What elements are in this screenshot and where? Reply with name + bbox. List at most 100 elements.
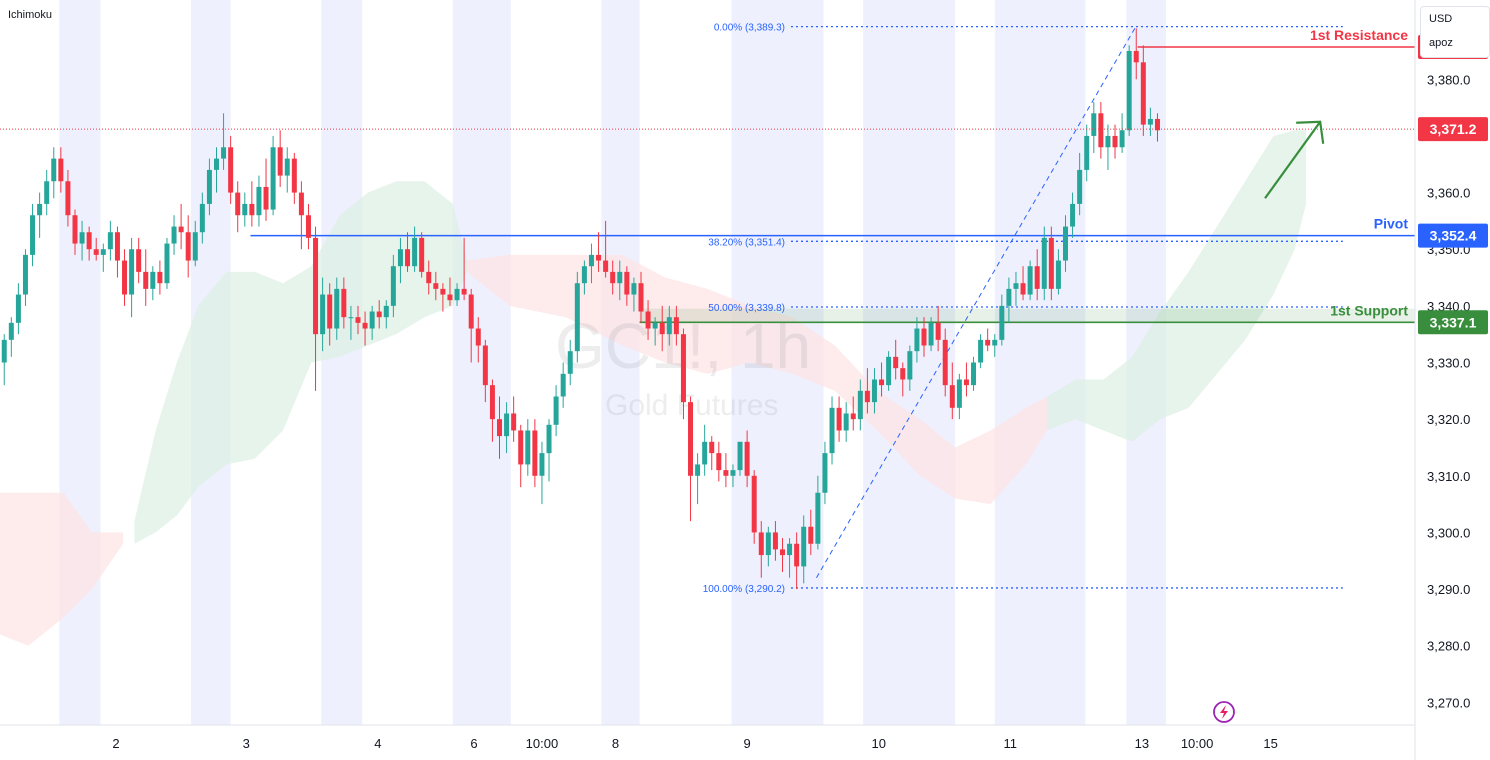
candle bbox=[716, 441, 722, 482]
candle bbox=[751, 470, 757, 544]
price-tick-label: 3,380.0 bbox=[1427, 72, 1470, 87]
trend-line[interactable] bbox=[816, 28, 1136, 578]
price-tick-label: 3,300.0 bbox=[1427, 525, 1470, 540]
level-label: Pivot bbox=[1374, 216, 1409, 232]
candle-body bbox=[751, 475, 757, 533]
candle-body bbox=[1006, 288, 1012, 306]
candle bbox=[348, 305, 354, 340]
candle-body bbox=[51, 158, 57, 182]
candle bbox=[1027, 260, 1033, 301]
price-axis[interactable]: 3,390.03,380.03,360.03,350.03,340.03,330… bbox=[1414, 0, 1470, 760]
price-tick-label: 3,340.0 bbox=[1427, 299, 1470, 314]
candle bbox=[638, 271, 644, 323]
candle-body bbox=[532, 430, 538, 476]
candle bbox=[673, 305, 679, 346]
candle-body bbox=[525, 430, 531, 465]
time-tick-label: 2 bbox=[112, 736, 119, 751]
candle bbox=[829, 396, 835, 465]
candle-body bbox=[270, 147, 276, 210]
candle bbox=[164, 237, 170, 289]
candle-body bbox=[1020, 283, 1026, 295]
candle-body bbox=[440, 288, 446, 295]
candle-body bbox=[956, 379, 962, 408]
candle-body bbox=[143, 271, 149, 289]
candle-body bbox=[419, 237, 425, 272]
candle-body bbox=[454, 288, 460, 301]
currency-selector[interactable]: USD apoz bbox=[1420, 6, 1490, 58]
candle bbox=[1112, 124, 1118, 159]
candle bbox=[93, 237, 99, 261]
candle bbox=[1084, 124, 1090, 182]
indicator-label[interactable]: Ichimoku bbox=[8, 9, 53, 21]
candle-body bbox=[645, 311, 651, 329]
candle bbox=[518, 424, 524, 488]
candle bbox=[779, 538, 785, 573]
candle-body bbox=[631, 283, 637, 295]
candle-body bbox=[22, 254, 28, 295]
candle bbox=[1154, 113, 1160, 142]
candle-body bbox=[348, 317, 354, 319]
candle-body bbox=[673, 317, 679, 335]
lightning-icon[interactable] bbox=[1213, 701, 1235, 723]
price-tag-box bbox=[1418, 310, 1488, 335]
candle-body bbox=[249, 203, 255, 216]
candle-body bbox=[157, 271, 163, 284]
candle-body bbox=[1027, 266, 1033, 295]
candle bbox=[468, 288, 474, 363]
ichimoku-cloud bbox=[0, 130, 1307, 646]
candle bbox=[1077, 152, 1083, 216]
candle-body bbox=[206, 169, 212, 204]
bullish-arrow[interactable] bbox=[1264, 120, 1325, 199]
candle bbox=[461, 237, 467, 301]
candle-body bbox=[30, 215, 36, 255]
candle-body bbox=[1098, 113, 1104, 148]
candle-body bbox=[666, 317, 672, 335]
candle bbox=[857, 379, 863, 431]
candle bbox=[624, 266, 630, 306]
candle bbox=[822, 441, 828, 505]
candle bbox=[801, 515, 807, 584]
candle bbox=[666, 305, 672, 346]
price-tick-label: 3,360.0 bbox=[1427, 186, 1470, 201]
candle-body bbox=[320, 294, 326, 335]
candle bbox=[985, 328, 991, 352]
cloud-bullish bbox=[134, 181, 467, 544]
candle-body bbox=[574, 283, 580, 352]
candle-body bbox=[355, 317, 361, 323]
time-axis[interactable]: 2 3 4 6 10:00 8 9 10 11 13 10:00 15 bbox=[0, 724, 1415, 751]
candle-body bbox=[539, 453, 545, 476]
arrow-head bbox=[1296, 120, 1325, 144]
price-tick-label: 3,280.0 bbox=[1427, 639, 1470, 654]
candle bbox=[221, 113, 227, 170]
candle bbox=[157, 260, 163, 295]
candle-body bbox=[475, 328, 481, 346]
candle-body bbox=[871, 379, 877, 403]
candle-body bbox=[829, 407, 835, 454]
candle-body bbox=[298, 192, 304, 216]
candle-body bbox=[921, 328, 927, 346]
candle-body bbox=[369, 311, 375, 329]
candle bbox=[1062, 215, 1068, 272]
candle-body bbox=[999, 305, 1005, 340]
candle-body bbox=[341, 288, 347, 318]
candle bbox=[369, 305, 375, 340]
price-levels[interactable]: 1st Resistance Pivot 1st Support bbox=[250, 27, 1415, 324]
candle bbox=[213, 147, 219, 193]
candle bbox=[454, 283, 460, 306]
candle-body bbox=[808, 526, 814, 544]
candle bbox=[8, 317, 14, 357]
candle bbox=[971, 356, 977, 391]
candle-body bbox=[864, 390, 870, 403]
candle bbox=[695, 453, 701, 505]
candle bbox=[277, 130, 283, 187]
price-tick-label: 3,320.0 bbox=[1427, 412, 1470, 427]
candle-body bbox=[744, 441, 750, 476]
time-tick-label: 8 bbox=[612, 736, 619, 751]
candle bbox=[560, 362, 566, 408]
cloud-bullish bbox=[1047, 130, 1307, 442]
candlesticks bbox=[1, 28, 1160, 590]
candle bbox=[871, 368, 877, 414]
candle bbox=[758, 521, 764, 578]
candle-body bbox=[221, 147, 227, 159]
